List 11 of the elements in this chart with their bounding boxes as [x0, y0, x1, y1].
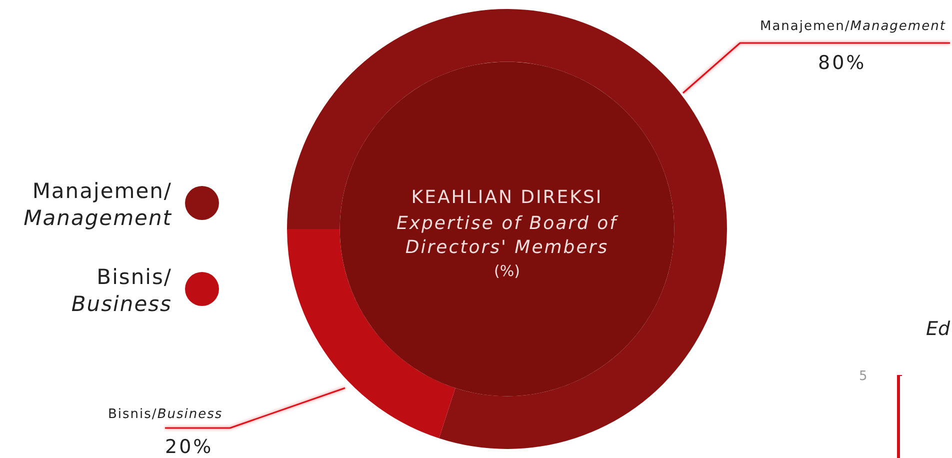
- data-label: 20%: [165, 436, 214, 458]
- text: (%): [493, 262, 521, 280]
- legend-label: Bisnis/Business: [71, 264, 172, 318]
- slice-label: Bisnis/Business: [108, 407, 223, 422]
- text: 5: [859, 369, 868, 384]
- slice-label: Manajemen/Management: [760, 19, 946, 34]
- text: Expertise of Board of Directors' Members: [395, 212, 620, 260]
- legend-label: Manajemen/Management: [24, 178, 172, 232]
- text: KEAHLIAN DIREKSI: [410, 187, 604, 208]
- text: Ed: [926, 318, 950, 340]
- data-label: 80%: [818, 52, 866, 74]
